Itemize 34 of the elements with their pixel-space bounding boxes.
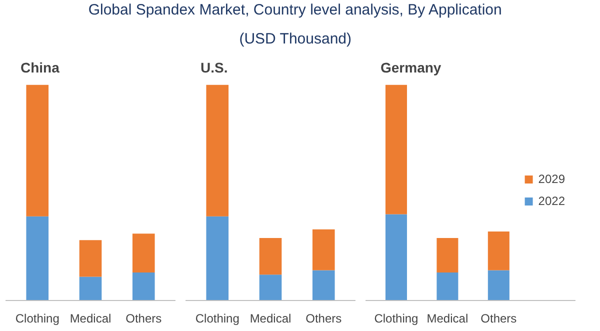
- bar: [26, 216, 49, 300]
- bar: [259, 238, 282, 275]
- x-tick-label: Medical: [70, 312, 112, 326]
- bar: [79, 240, 102, 277]
- text: Global Spandex Market, Country level analysis, By Application: [88, 2, 502, 18]
- bar: [488, 231, 510, 270]
- x-tick-label: Clothing: [195, 312, 240, 326]
- bar: [206, 216, 229, 300]
- x-tick-label: Medical: [250, 312, 292, 326]
- bar: [26, 84, 49, 216]
- bar: [259, 274, 282, 300]
- x-tick-label: Clothing: [374, 312, 418, 326]
- bar: [79, 276, 102, 300]
- bar: [436, 238, 458, 272]
- x-tick-label: Others: [306, 312, 342, 326]
- bar: [132, 272, 155, 300]
- x-tick-label: Medical: [426, 312, 468, 326]
- legend-label: 2029: [538, 172, 565, 186]
- chart-title: U.S.: [200, 60, 228, 76]
- bar: [132, 234, 155, 272]
- bar: [436, 272, 458, 300]
- bar: [312, 229, 335, 270]
- bar: [385, 84, 407, 214]
- bar: [488, 270, 510, 300]
- legend-label: 2022: [538, 194, 565, 208]
- chart-title: Germany: [380, 60, 442, 76]
- x-tick-label: Clothing: [15, 312, 60, 326]
- bar: [312, 270, 335, 300]
- bar: [385, 214, 407, 300]
- bar: [206, 84, 229, 216]
- x-tick-label: Others: [126, 312, 162, 326]
- x-tick-label: Others: [480, 312, 517, 326]
- chart-title: China: [20, 60, 60, 76]
- text: (USD Thousand): [239, 30, 352, 48]
